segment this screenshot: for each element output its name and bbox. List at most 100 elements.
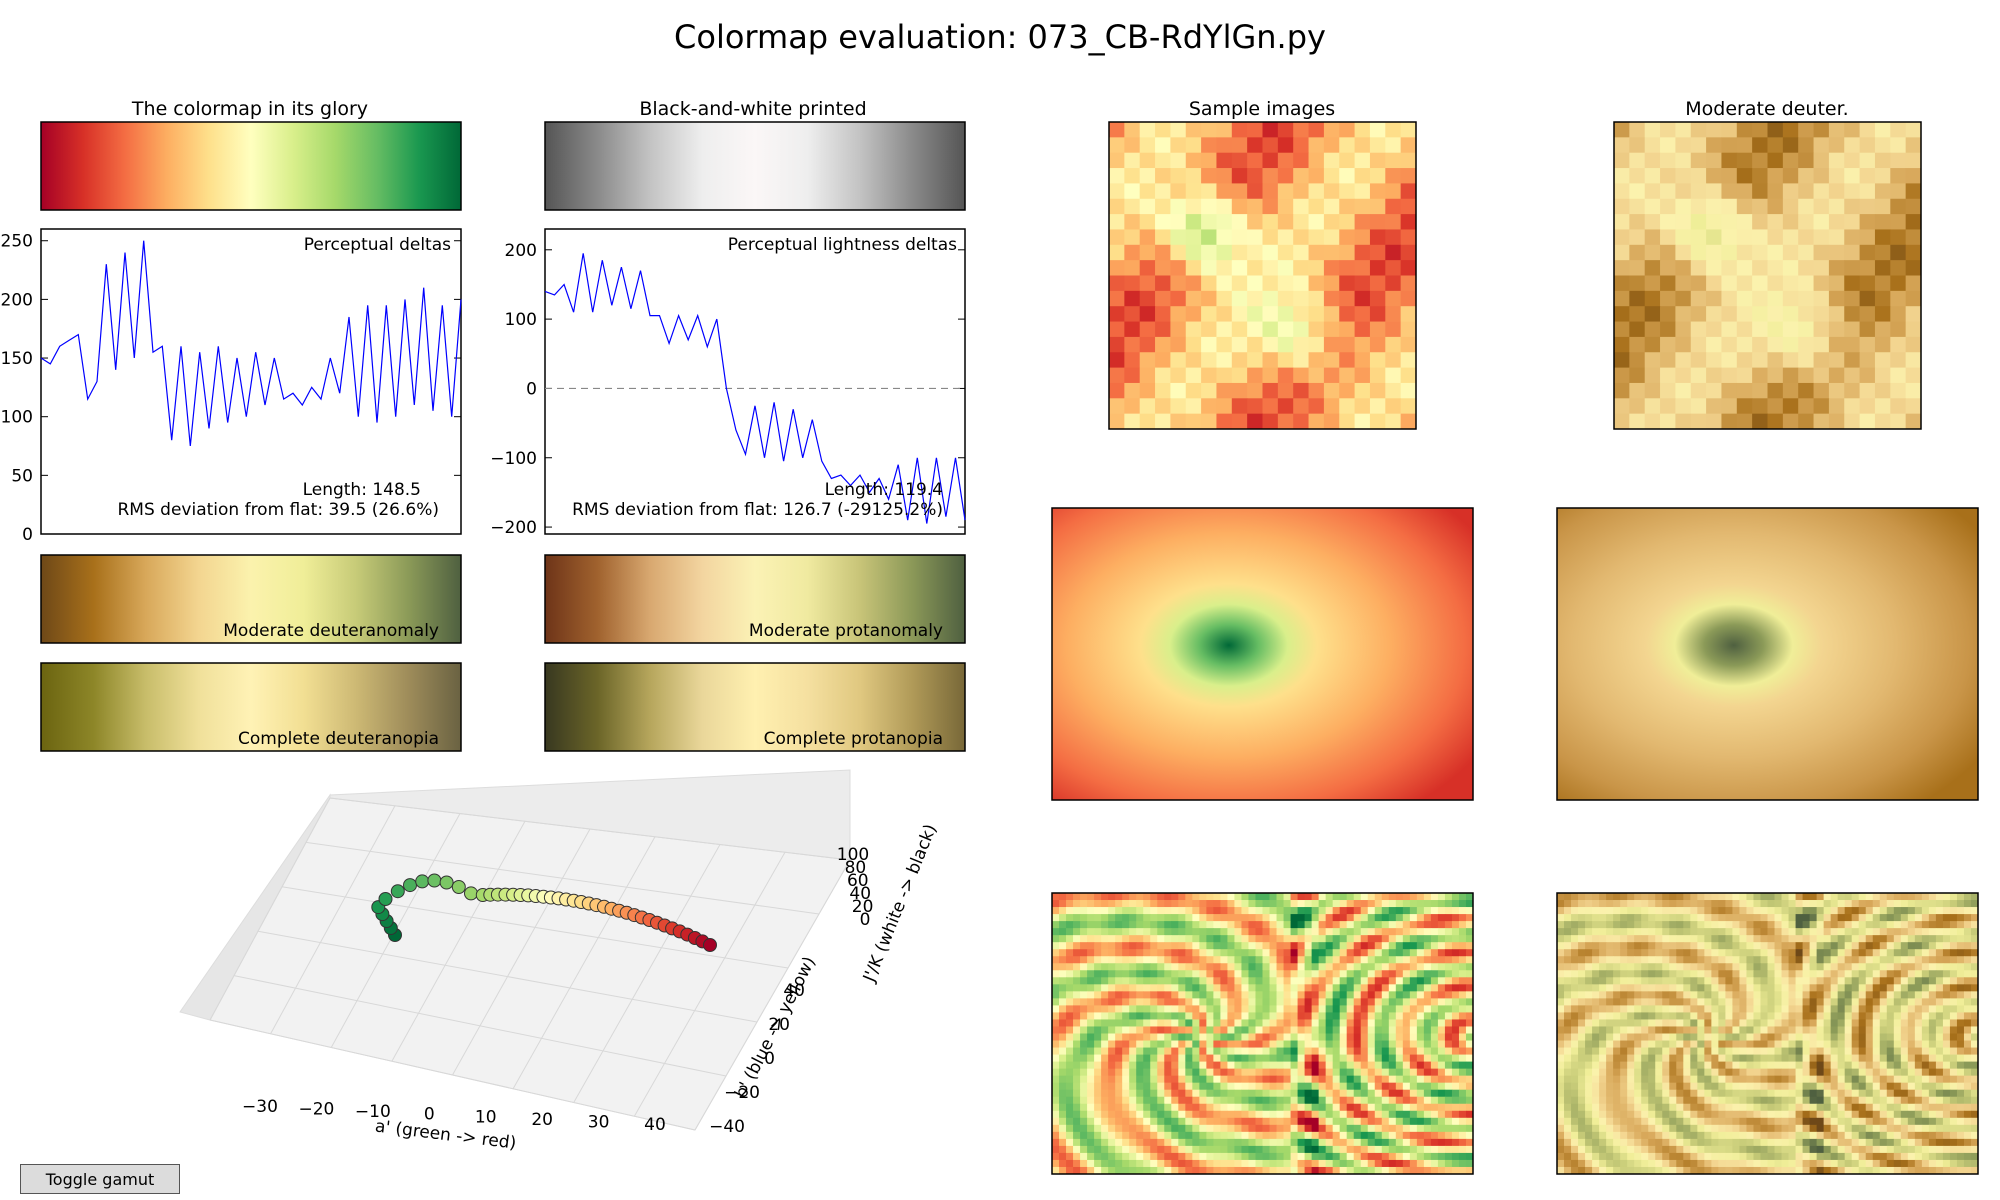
wave-cell [1781,942,1789,950]
wave-cell [1739,935,1747,943]
wave-cell [1059,1089,1067,1098]
y-tick-label: 100 [505,310,537,330]
wave-cell [1753,935,1761,943]
wave-cell [1346,1026,1355,1034]
wave-cell [1367,900,1376,908]
wave-cell [1963,893,1972,901]
wave-cell [1592,928,1600,936]
wave-cell [1178,977,1186,985]
wave-cell [1928,914,1937,922]
wave-cell [1080,1061,1088,1070]
wave-cell [1171,1054,1179,1063]
wave-cell [1767,1040,1775,1048]
wave-cell [1185,921,1193,929]
wave-cell [1325,963,1334,971]
wave-cell [1914,907,1923,915]
wave-cell [1949,998,1958,1006]
wave-cell [1332,984,1341,992]
pixel-cell [1690,229,1707,246]
wave-cell [1171,1166,1179,1175]
wave-cell [1059,1166,1067,1175]
wave-cell [1970,900,1979,908]
wave-cell [1409,970,1418,978]
wave-cell [1956,970,1965,978]
wave-cell [1052,984,1060,992]
wave-cell [1451,900,1460,908]
wave-cell [1150,1103,1158,1112]
wave-cell [1816,970,1825,978]
wave-cell [1360,900,1369,908]
wave-cell [1339,1033,1348,1041]
wave-cell [1865,1068,1874,1077]
wave-cell [1774,984,1782,992]
pixel-cell [1874,306,1891,322]
wave-cell [1164,991,1172,999]
wave-cell [1276,935,1284,943]
pixel-cell [1400,122,1417,138]
wave-cell [1613,1019,1621,1027]
wave-cell [1956,1019,1965,1027]
wave-cell [1395,984,1404,992]
wave-cell [1381,907,1390,915]
wave-cell [1143,991,1151,999]
wave-cell [1592,900,1600,908]
pixel-cell [1690,122,1707,138]
wave-cell [1816,935,1825,943]
pixel-cell [1660,398,1676,415]
wave-cell [1739,956,1747,964]
wave-cell [1297,1096,1305,1105]
wave-cell [1641,928,1649,936]
wave-cell [1374,1124,1383,1133]
wave-cell [1304,963,1313,971]
pixel-cell [1813,352,1830,368]
wave-cell [1451,893,1460,901]
pixel-cell [1201,413,1217,430]
wave-cell [1753,1075,1761,1084]
wave-cell [1059,1110,1067,1119]
pixel-cell [1644,183,1661,200]
wave-cell [1711,991,1719,999]
wave-cell [1346,1152,1355,1161]
wave-cell [1192,1040,1200,1048]
wave-cell [1150,1026,1158,1034]
wave-cell [1388,935,1397,943]
wave-cell [1262,1075,1270,1084]
wave-cell [1374,893,1383,901]
wave-cell [1248,1103,1256,1112]
wave-cell [1437,1110,1446,1119]
wave-cell [1276,1096,1284,1105]
pixel-cell [1262,244,1279,261]
wave-cell [1395,1019,1404,1027]
wave-cell [1255,1054,1263,1063]
wave-cell [1206,977,1214,985]
wave-cell [1444,1145,1453,1154]
wave-cell [1430,1117,1439,1126]
pixel-cell [1216,168,1233,184]
wave-cell [1676,977,1684,985]
topo-sample-image [1051,507,1474,801]
pixel-cell [1752,260,1768,276]
pixel-cell [1139,260,1156,276]
wave-cell [1963,963,1972,971]
wave-cell [1262,1096,1270,1105]
wave-cell [1213,963,1221,971]
wave-cell [1087,1110,1095,1119]
wave-cell [1465,1054,1474,1063]
wave-cell [1262,1040,1270,1048]
pixel-cell [1798,382,1814,399]
wave-cell [1928,921,1937,929]
wave-cell [1381,928,1390,936]
wave-cell [1290,991,1298,999]
pixel-cell [1690,214,1707,230]
wave-cell [1213,977,1221,985]
pixel-cell [1767,122,1784,138]
wave-cell [1388,1096,1397,1105]
wave-cell [1241,921,1249,929]
wave-cell [1802,991,1810,999]
wave-cell [1122,1159,1130,1168]
pixel-cell [1644,260,1661,276]
wave-cell [1676,998,1684,1006]
wave-cell [1143,1138,1151,1147]
wave-cell [1907,921,1916,929]
pixel-cell [1813,198,1830,215]
